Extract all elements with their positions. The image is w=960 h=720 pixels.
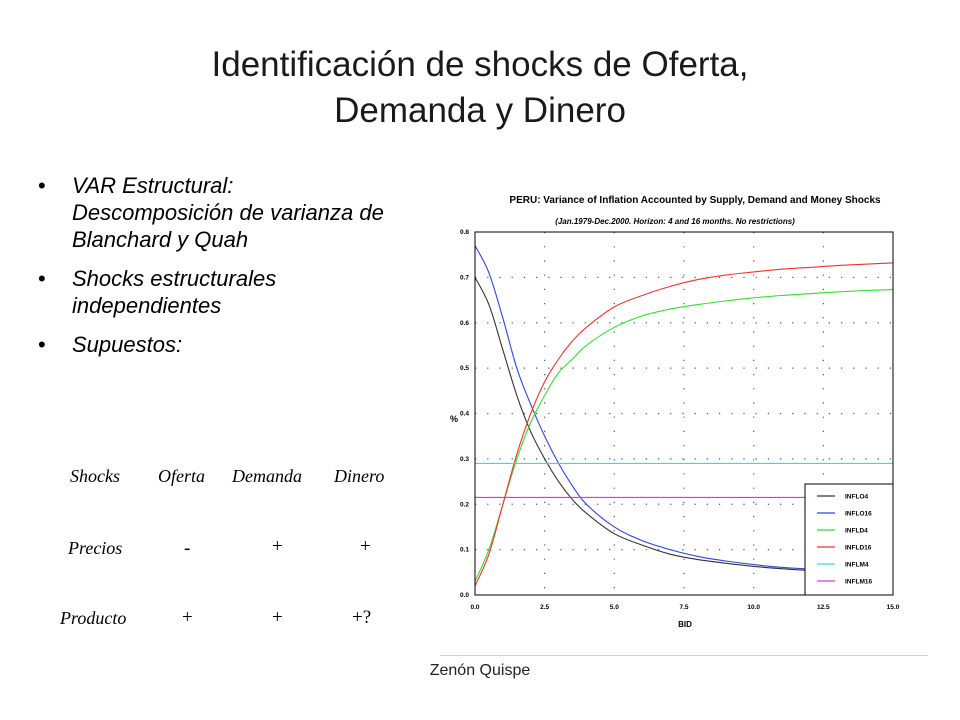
bullet-item: • VAR Estructural: Descomposición de vari… xyxy=(38,172,398,253)
x-tick-label: 7.5 xyxy=(679,604,688,611)
slide-title-line-1: Identificación de shocks de Oferta, xyxy=(211,45,749,84)
bullet-icon: • xyxy=(38,332,46,357)
table-header-dinero: Dinero xyxy=(334,466,385,486)
table-cell: + xyxy=(272,607,283,628)
legend-label: INFLD4 xyxy=(845,528,868,535)
y-tick-label: 0.0 xyxy=(460,592,469,599)
bullet-text: Supuestos: xyxy=(72,332,183,357)
table-header-shocks: Shocks xyxy=(70,466,120,486)
bullet-item: • Supuestos: xyxy=(38,331,398,358)
x-axis-label: BID xyxy=(678,620,692,629)
y-axis-label: % xyxy=(450,414,458,424)
chart-subtitle: (Jan.1979-Dec.2000. Horizon: 4 and 16 mo… xyxy=(555,217,795,226)
y-tick-label: 0.3 xyxy=(460,456,469,463)
legend-label: INFLM16 xyxy=(845,579,872,586)
slide-title: Identificación de shocks de Oferta, Dema… xyxy=(0,42,960,134)
series-line-infld4 xyxy=(474,289,894,582)
y-tick-label: 0.2 xyxy=(460,501,469,508)
x-tick-label: 10.0 xyxy=(747,604,760,611)
plot-frame xyxy=(474,231,894,596)
slide-title-line-2: Demanda y Dinero xyxy=(334,91,626,130)
y-tick-label: 0.4 xyxy=(460,411,469,418)
table-cell: + xyxy=(360,536,371,557)
table-cell: + xyxy=(182,607,193,628)
footer-divider xyxy=(440,655,928,656)
y-tick-label: 0.1 xyxy=(460,547,469,554)
bullet-list: • VAR Estructural: Descomposición de vari… xyxy=(38,172,398,370)
legend-label: INFLD16 xyxy=(845,545,872,552)
footer-author: Zenón Quispe xyxy=(429,662,531,679)
x-tick-label: 0.0 xyxy=(470,604,479,611)
y-tick-label: 0.5 xyxy=(460,365,469,372)
table-cell: +? xyxy=(352,607,372,628)
table-header-demanda: Demanda xyxy=(232,466,302,486)
chart-series-group xyxy=(474,245,894,587)
chart-container: PERU: Variance of Inflation Accounted by… xyxy=(440,186,900,646)
table-header-oferta: Oferta xyxy=(158,466,205,486)
y-tick-label: 0.7 xyxy=(460,274,469,281)
legend-label: INFLO4 xyxy=(845,494,868,501)
bullet-text: VAR Estructural: Descomposición de varia… xyxy=(72,173,384,252)
bullet-text: Shocks estructurales independientes xyxy=(72,266,277,318)
y-tick-label: 0.8 xyxy=(460,229,469,236)
bullet-icon: • xyxy=(38,266,46,291)
chart-axes: 0.0 2.5 5.0 7.5 10.0 12.5 15.0 0.0 0.1 0.2 0.3 0.4 0… xyxy=(460,229,900,611)
table-cell: - xyxy=(184,538,191,559)
legend-label: INFLM4 xyxy=(845,562,869,569)
x-tick-label: 2.5 xyxy=(540,604,549,611)
series-line-infld16 xyxy=(474,262,894,587)
table-row-label-producto: Producto xyxy=(60,608,127,628)
chart-title: PERU: Variance of Inflation Accounted by… xyxy=(509,195,881,206)
x-tick-label: 12.5 xyxy=(817,604,830,611)
table-row-label-precios: Precios xyxy=(68,538,123,558)
chart-legend: INFLO4 INFLO16 INFLD4 INFLD16 INFLM4 INFLM16 xyxy=(804,483,894,596)
legend-label: INFLO16 xyxy=(845,511,872,518)
x-tick-label: 5.0 xyxy=(610,604,619,611)
table-cell: + xyxy=(272,536,283,557)
bullet-icon: • xyxy=(38,173,46,198)
bullet-item: • Shocks estructurales independientes xyxy=(38,265,398,319)
x-tick-label: 15.0 xyxy=(887,604,900,611)
y-tick-label: 0.6 xyxy=(460,320,469,327)
line-chart: PERU: Variance of Inflation Accounted by… xyxy=(450,195,900,629)
legend-box xyxy=(804,483,894,596)
